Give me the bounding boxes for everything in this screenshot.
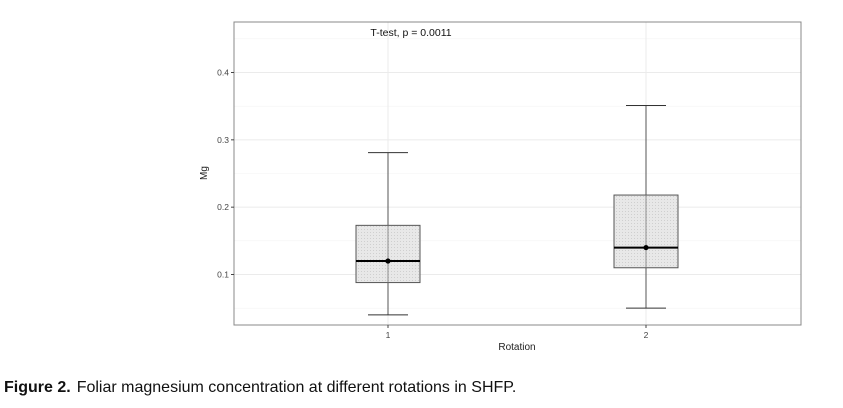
boxes (355, 104, 679, 316)
y-axis-title: Mg (199, 166, 210, 180)
y-tick-label: 0.1 (217, 270, 229, 280)
plot-panel-border (233, 21, 802, 326)
annotation: T-test, p = 0.0011 (370, 27, 451, 39)
y-tick-label: 0.3 (217, 135, 229, 145)
y-tick-label: 0.4 (217, 68, 229, 78)
figure-caption: Figure 2. Foliar magnesium concentration … (4, 379, 516, 397)
mean-point (643, 244, 649, 251)
grid-lines (234, 22, 801, 325)
y-tick-label: 0.2 (217, 202, 229, 212)
figure-caption-text: Foliar magnesium concentration at differ… (76, 379, 517, 396)
figure-caption-label: Figure 2. (4, 379, 71, 396)
box-2 (613, 104, 679, 309)
x-tick-label: 2 (644, 330, 649, 340)
box-1 (355, 152, 421, 316)
x-tick-label: 1 (386, 330, 391, 340)
x-axis-title: Rotation (498, 342, 535, 353)
mean-point (385, 258, 391, 264)
y-axis: 0.1 0.2 0.3 0.4 (217, 68, 234, 280)
